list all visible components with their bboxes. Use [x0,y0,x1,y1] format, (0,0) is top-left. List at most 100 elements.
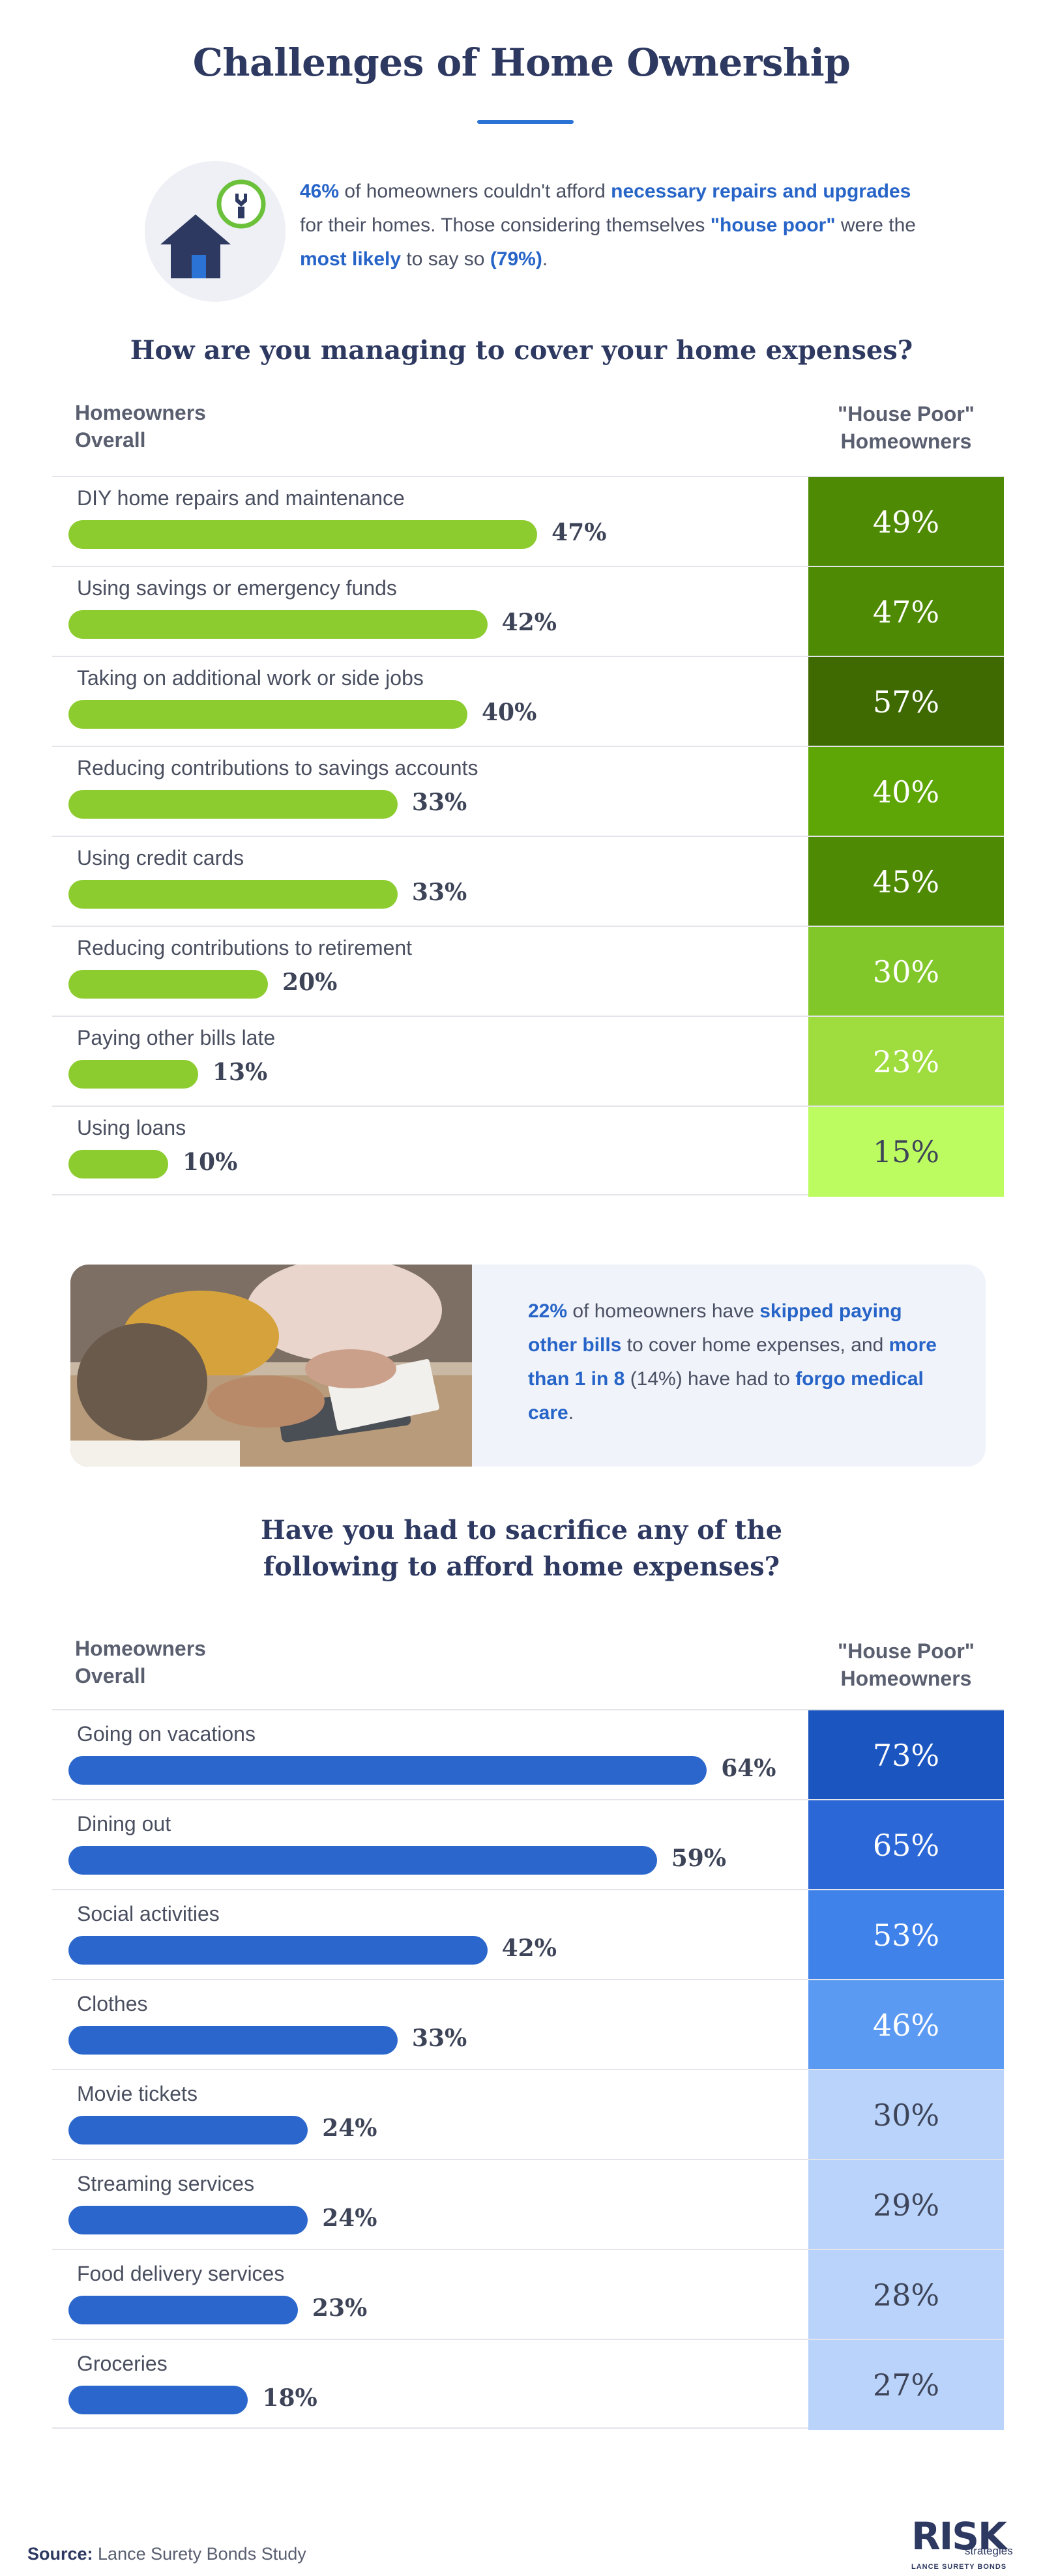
intro-stat-46: 46% [300,181,340,202]
source-label: Source: [27,2544,93,2564]
chart2-row: Going on vacations 64% 73% [52,1709,1004,1800]
category-label: Using savings or emergency funds [77,576,397,600]
house-poor-value-cell: 30% [808,2070,1004,2160]
chart1-question: How are you managing to cover your home … [130,335,913,366]
house-poor-value-cell: 47% [808,567,1004,657]
chart1-row: Using savings or emergency funds 42% 47% [52,566,1004,657]
callout-text-2: to cover home expenses, and [621,1334,889,1356]
intro-highlight-house-poor: "house poor" [710,214,836,236]
overall-value-label: 24% [322,2115,377,2142]
callout-highlight-1-in-8: more than 1 in 8 [528,1334,937,1390]
overall-value-label: 59% [671,1845,726,1872]
logo-main-text: RISK [911,2514,1007,2558]
overall-bar [68,520,538,549]
chart1-right-header: "House Poor" Homeowners [838,402,975,453]
overall-bar [68,880,398,909]
intro-text-3: were the [835,214,916,236]
chart1-row: Paying other bills late 13% 23% [52,1016,1004,1107]
overall-bar [68,1756,707,1785]
callout-highlight-medical-care: forgo medical care [528,1368,924,1424]
overall-value-label: 10% [183,1149,238,1176]
overall-bar [68,1846,657,1875]
overall-bar [68,2386,248,2414]
intro-text-4: to say so [401,248,490,270]
intro-text-2: for their homes. Those considering thems… [300,214,711,236]
overall-bar [68,790,398,819]
chart1-row: DIY home repairs and maintenance 47% 49% [52,476,1004,567]
callout-text-4: . [568,1402,574,1424]
overall-value-label: 33% [411,879,467,906]
overall-value-label: 42% [501,1935,557,1962]
overall-bar [68,970,268,999]
chart1-expense-coverage: DIY home repairs and maintenance 47% 49% Us… [52,476,1004,1197]
overall-value-label: 24% [322,2204,377,2232]
overall-bar [68,2116,308,2144]
chart2-row: Food delivery services 23% 28% [52,2249,1004,2340]
chart1-left-header: Homeowners Overall [75,401,206,452]
chart2-row: Social activities 42% 53% [52,1889,1004,1980]
overall-bar [68,610,488,639]
house-poor-value-cell: 65% [808,1800,1004,1890]
chart2-left-header: Homeowners Overall [75,1637,206,1688]
house-poor-value-cell: 73% [808,1710,1004,1800]
house-poor-value-cell: 49% [808,477,1004,567]
house-poor-value-cell: 45% [808,837,1004,927]
intro-text-1: of homeowners couldn't afford [339,181,611,202]
chart2-row: Dining out 59% 65% [52,1799,1004,1890]
chart2-row: Clothes 33% 46% [52,1979,1004,2070]
chart2-right-header: "House Poor" Homeowners [838,1639,975,1690]
house-poor-value-cell: 30% [808,927,1004,1017]
house-poor-value-cell: 57% [808,657,1004,747]
callout-highlight-skipped-bills: skipped paying other bills [528,1300,902,1356]
chart2-question-line-2: following to afford home expenses? [263,1551,780,1582]
chart2-row: Streaming services 24% 29% [52,2159,1004,2250]
chart1-row: Using credit cards 33% 45% [52,836,1004,927]
category-label: Using credit cards [77,846,244,870]
callout-stat-22: 22% [528,1300,568,1322]
category-label: Paying other bills late [77,1026,276,1049]
category-label: Reducing contributions to retirement [77,936,413,959]
source-text: Lance Surety Bonds Study [93,2544,306,2564]
chart2-row: Movie tickets 24% 30% [52,2069,1004,2160]
overall-bar [68,1060,198,1089]
category-label: Clothes [77,1992,148,2015]
title-underline [477,120,574,124]
category-label: Using loans [77,1116,186,1139]
category-label: Going on vacations [77,1722,256,1746]
intro-text-5: . [542,248,548,270]
intro-statement: 46% of homeowners couldn't afford necess… [300,175,926,276]
category-label: Groceries [77,2352,168,2375]
house-poor-value-cell: 46% [808,1980,1004,2070]
category-label: Food delivery services [77,2262,285,2285]
logo-sub-text: strategies [965,2545,1013,2557]
chart2-question-line-1: Have you had to sacrifice any of the [260,1515,783,1545]
risk-strategies-logo: RISK strategies LANCE SURETY BONDS [911,2517,1016,2576]
category-label: Reducing contributions to savings accoun… [77,756,478,780]
house-poor-value-cell: 28% [808,2250,1004,2340]
overall-bar [68,1936,488,1965]
category-label: Taking on additional work or side jobs [77,666,424,690]
category-label: Social activities [77,1902,220,1925]
overall-value-label: 33% [411,789,467,816]
overall-bar [68,2206,308,2234]
bills-medical-callout: 22% of homeowners have skipped paying ot… [70,1265,986,1467]
intro-highlight-repairs: necessary repairs and upgrades [611,181,911,202]
category-label: Dining out [77,1812,171,1836]
intro-stat-79: (79%) [490,248,542,270]
overall-value-label: 23% [312,2294,368,2322]
category-label: DIY home repairs and maintenance [77,486,405,510]
house-poor-value-cell: 53% [808,1890,1004,1980]
overall-value-label: 42% [501,609,557,636]
house-wrench-icon [145,161,286,302]
overall-value-label: 33% [411,2025,467,2052]
chart1-row: Reducing contributions to savings accoun… [52,746,1004,837]
logo-foot-text: LANCE SURETY BONDS [911,2563,1007,2571]
overall-bar [68,700,467,729]
overall-value-label: 40% [482,699,537,726]
overall-value-label: 47% [551,519,607,546]
house-poor-value-cell: 27% [808,2340,1004,2430]
chart1-row: Using loans 10% 15% [52,1105,1004,1197]
callout-text-3: (14%) have had to [624,1368,796,1390]
chart1-row: Reducing contributions to retirement 20% 3… [52,926,1004,1017]
house-poor-value-cell: 29% [808,2160,1004,2250]
